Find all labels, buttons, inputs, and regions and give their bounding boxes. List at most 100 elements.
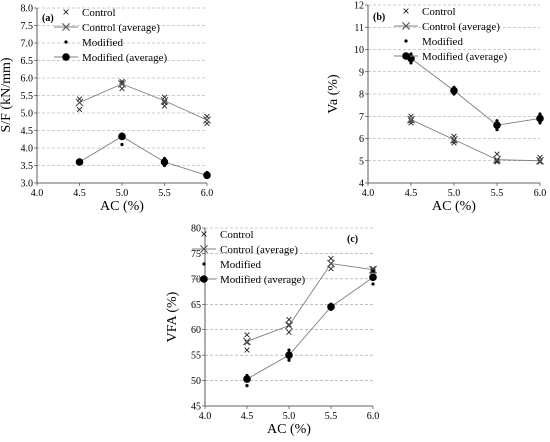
panel-b-data-point	[493, 155, 501, 164]
panel-a-y-tick-label: 5.5	[21, 91, 34, 102]
legend-marker	[202, 262, 206, 266]
panel-a-legend: Control Control (average) Modified Modified…	[54, 7, 168, 64]
panel-c-data-point	[369, 273, 377, 282]
panel-b-series-line	[410, 119, 541, 162]
panel-c-data-point	[244, 347, 250, 353]
panel-a-series-line	[79, 83, 208, 121]
panel-c-x-tick-label: 6.0	[367, 411, 380, 422]
panel-a-x-tick-label: 4.0	[31, 188, 44, 199]
panel-c-x-tick-label: 5.5	[325, 411, 338, 422]
panel-b-data-point	[537, 159, 543, 165]
panel-b-y-tick-label: 5	[359, 156, 364, 167]
panel-b-y-tick-label: 8	[359, 90, 364, 101]
panel-b-series-line	[410, 58, 541, 126]
panel-c-y-tick-label: 80	[191, 224, 201, 235]
panel-a-data-point	[160, 158, 169, 166]
panel-c-y-tick-label: 60	[191, 325, 201, 336]
panel-a-x-tick-label: 5.5	[158, 188, 171, 199]
panel-a-y-tick-label: 8.0	[21, 4, 34, 15]
legend-entry: Control	[422, 6, 456, 18]
panel-a-y-tick-label: 4.5	[21, 126, 34, 137]
legend-marker	[200, 245, 208, 253]
panel-c-data-point	[245, 384, 249, 388]
panel-a-y-tick-label: 6.0	[21, 74, 34, 85]
panel-b-y-tick-label: 7	[359, 112, 364, 123]
legend-marker	[62, 53, 70, 61]
legend-entry: Control	[82, 7, 116, 19]
panel-b-data-point	[407, 115, 415, 124]
panel-c-y-axis-label: VFA (%)	[165, 291, 180, 342]
legend-marker	[201, 231, 207, 237]
panel-a-data-point	[118, 132, 126, 141]
legend-marker	[404, 39, 408, 43]
panel-a-data-point	[76, 106, 83, 113]
panel-b-data-point	[494, 159, 500, 165]
panel-c: 45 50 55 60 65 70 75 80 4.0 4.5 5.0 5.5 6.0 AC (%) VFA…	[165, 224, 379, 438]
panel-c-data-point	[244, 332, 250, 338]
panel-a-data-point	[75, 98, 84, 107]
panel-b-data-point	[450, 135, 458, 144]
panel-b-data-point	[493, 121, 501, 129]
panel-c-y-tick-label: 50	[191, 376, 201, 387]
panel-a-y-tick-label: 5.0	[21, 109, 34, 120]
legend-entry: Modified (average)	[422, 51, 508, 63]
panel-b-data-point	[450, 86, 458, 95]
panel-a-y-tick-label: 4.0	[21, 144, 34, 155]
legend-marker	[200, 275, 208, 283]
panel-c-y-tick-label: 65	[191, 300, 201, 311]
panel-b-data-point	[451, 138, 457, 144]
panel-c-data-point	[287, 348, 291, 352]
panel-b-x-axis-label: AC (%)	[432, 199, 476, 214]
legend-marker	[63, 9, 69, 15]
legend-marker	[402, 22, 410, 30]
panel-a-data-point	[160, 96, 169, 105]
panel-c-legend: Control Control (average) Modified Modified…	[192, 229, 306, 286]
panel-a-data-point	[75, 158, 84, 166]
panel-b-y-axis-label: Va (%)	[326, 74, 341, 114]
panel-c-series-line	[246, 263, 374, 342]
panel-b-x-tick-label: 6.0	[534, 188, 547, 199]
panel-b-data-point	[536, 114, 544, 123]
panel-c-data-point	[371, 269, 375, 273]
panel-a-data-point	[161, 103, 168, 109]
panel-b-y-tick-label: 9	[359, 67, 364, 78]
panel-c-series-line	[246, 276, 374, 380]
panel-a-x-tick-label: 5.0	[116, 188, 129, 199]
panel-c-x-axis-label: AC (%)	[267, 422, 311, 437]
legend-entry: Control	[220, 229, 254, 241]
legend-entry: Modified	[422, 36, 463, 48]
panel-b-legend: Control Control (average) Modified Modified…	[394, 6, 508, 63]
panel-b-y-tick-label: 12	[354, 1, 364, 12]
panel-c-y-tick-label: 55	[191, 351, 201, 362]
panel-a-data-point	[120, 142, 124, 147]
panel-b-x-tick-label: 5.5	[491, 188, 504, 199]
panel-c-data-point	[243, 337, 251, 346]
panel-b-data-point	[494, 151, 500, 157]
legend-marker	[402, 52, 410, 60]
legend-marker	[62, 23, 70, 31]
panel-c-data-point	[286, 329, 292, 335]
panel-c-data-point	[243, 375, 251, 383]
panel-b-x-tick-label: 5.0	[448, 188, 461, 199]
panel-c-data-point	[327, 303, 335, 311]
panel-c-data-point	[285, 321, 293, 330]
panel-a-y-tick-label: 6.5	[21, 56, 34, 67]
legend-entry: Control (average)	[422, 21, 500, 33]
legend-entry: Modified	[220, 259, 261, 271]
panel-b-x-tick-label: 4.0	[362, 188, 375, 199]
panel-c-data-point	[327, 259, 335, 268]
panel-b-y-tick-label: 11	[354, 23, 364, 34]
panel-b-label: (b)	[373, 12, 385, 23]
panel-a-data-point	[119, 85, 125, 92]
panel-c-data-point	[328, 265, 334, 272]
panel-c-x-tick-label: 4.0	[199, 411, 212, 422]
panel-a-data-point	[203, 171, 211, 180]
legend-entry: Modified	[82, 37, 123, 49]
panel-c-y-tick-label: 70	[191, 274, 201, 285]
panel-c-data-point	[244, 339, 250, 346]
panel-c-data-point	[287, 358, 291, 362]
panel-c-y-tick-label: 45	[191, 402, 201, 413]
panel-c-data-point	[328, 255, 334, 262]
panel-b-data-point	[494, 158, 500, 164]
legend-marker	[64, 40, 68, 44]
